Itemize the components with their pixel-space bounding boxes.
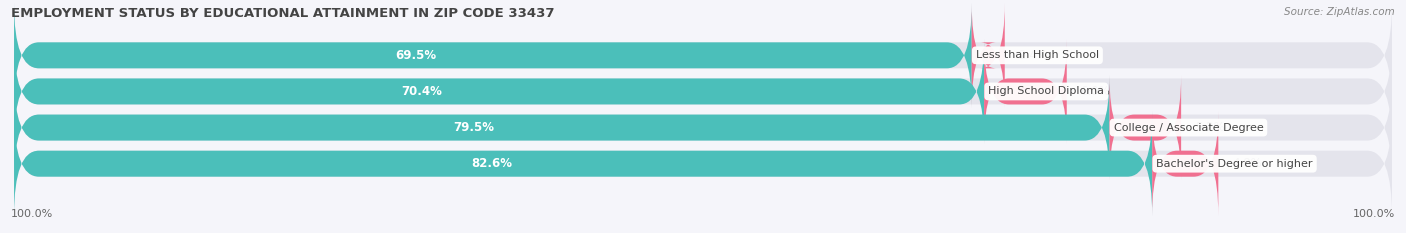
FancyBboxPatch shape — [1109, 75, 1181, 180]
FancyBboxPatch shape — [972, 3, 1005, 107]
Text: EMPLOYMENT STATUS BY EDUCATIONAL ATTAINMENT IN ZIP CODE 33437: EMPLOYMENT STATUS BY EDUCATIONAL ATTAINM… — [11, 7, 555, 20]
Text: 4.8%: 4.8% — [1232, 157, 1261, 170]
Text: 79.5%: 79.5% — [454, 121, 495, 134]
Text: Source: ZipAtlas.com: Source: ZipAtlas.com — [1284, 7, 1395, 17]
FancyBboxPatch shape — [14, 3, 1392, 107]
Text: 2.4%: 2.4% — [1018, 49, 1049, 62]
Text: 70.4%: 70.4% — [401, 85, 441, 98]
Text: College / Associate Degree: College / Associate Degree — [1114, 123, 1264, 133]
FancyBboxPatch shape — [14, 39, 984, 144]
FancyBboxPatch shape — [14, 39, 1392, 144]
Text: 100.0%: 100.0% — [11, 209, 53, 219]
Text: 82.6%: 82.6% — [471, 157, 513, 170]
FancyBboxPatch shape — [14, 75, 1392, 180]
Legend: In Labor Force, Unemployed: In Labor Force, Unemployed — [589, 229, 817, 233]
FancyBboxPatch shape — [14, 75, 1109, 180]
FancyBboxPatch shape — [984, 39, 1067, 144]
FancyBboxPatch shape — [14, 112, 1152, 216]
Text: Bachelor's Degree or higher: Bachelor's Degree or higher — [1156, 159, 1313, 169]
Text: 100.0%: 100.0% — [1353, 209, 1395, 219]
FancyBboxPatch shape — [14, 3, 972, 107]
Text: 5.2%: 5.2% — [1195, 121, 1225, 134]
FancyBboxPatch shape — [1152, 112, 1219, 216]
Text: 69.5%: 69.5% — [395, 49, 437, 62]
Text: 6.0%: 6.0% — [1081, 85, 1111, 98]
FancyBboxPatch shape — [14, 112, 1392, 216]
Text: Less than High School: Less than High School — [976, 50, 1099, 60]
Text: High School Diploma: High School Diploma — [988, 86, 1104, 96]
